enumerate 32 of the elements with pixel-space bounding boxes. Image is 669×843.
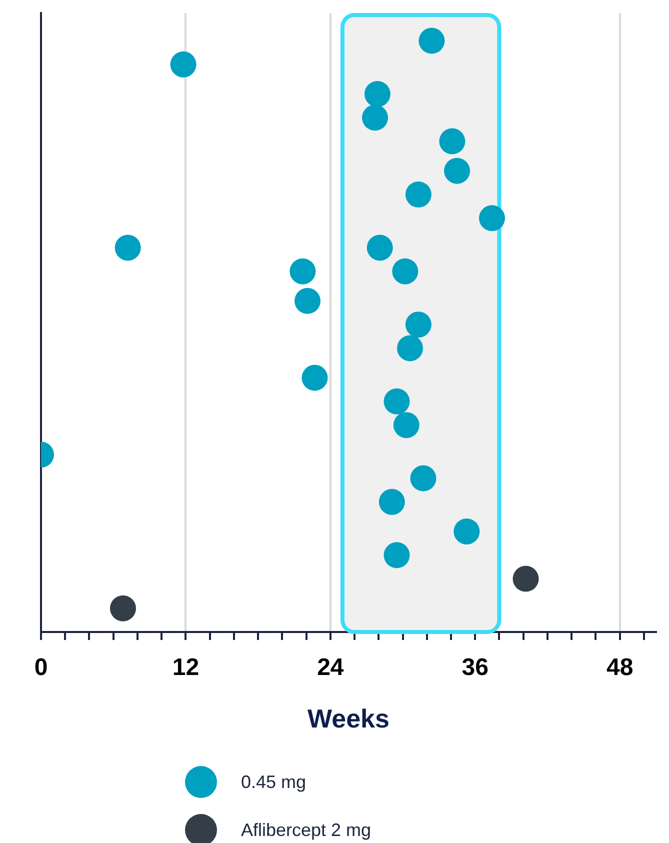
point xyxy=(392,258,418,284)
legend-label: 0.45 mg xyxy=(241,772,306,792)
point xyxy=(439,128,466,154)
x-tick-label: 36 xyxy=(462,654,488,682)
point xyxy=(384,542,410,568)
point xyxy=(378,488,405,515)
x-tick-label: 0 xyxy=(34,654,48,682)
point xyxy=(302,364,328,391)
point xyxy=(366,234,393,261)
x-tick-label: 24 xyxy=(317,654,344,682)
point xyxy=(393,412,420,438)
legend-label: Aflibercept 2 mg xyxy=(241,820,372,840)
point xyxy=(110,595,136,622)
point xyxy=(410,465,436,492)
x-tick-label: 48 xyxy=(606,654,634,682)
point xyxy=(444,158,470,184)
point xyxy=(405,182,432,208)
point xyxy=(479,205,505,232)
point xyxy=(384,388,410,414)
x-tick-label: 12 xyxy=(172,654,200,682)
x-axis-title: Weeks xyxy=(308,704,390,734)
point xyxy=(294,288,320,314)
point xyxy=(397,335,423,362)
point xyxy=(405,312,432,338)
point xyxy=(290,258,316,284)
point xyxy=(362,104,388,131)
point xyxy=(454,518,480,544)
point xyxy=(512,566,539,592)
point xyxy=(364,80,390,107)
point xyxy=(418,28,445,54)
point xyxy=(170,51,196,78)
point xyxy=(114,234,141,261)
